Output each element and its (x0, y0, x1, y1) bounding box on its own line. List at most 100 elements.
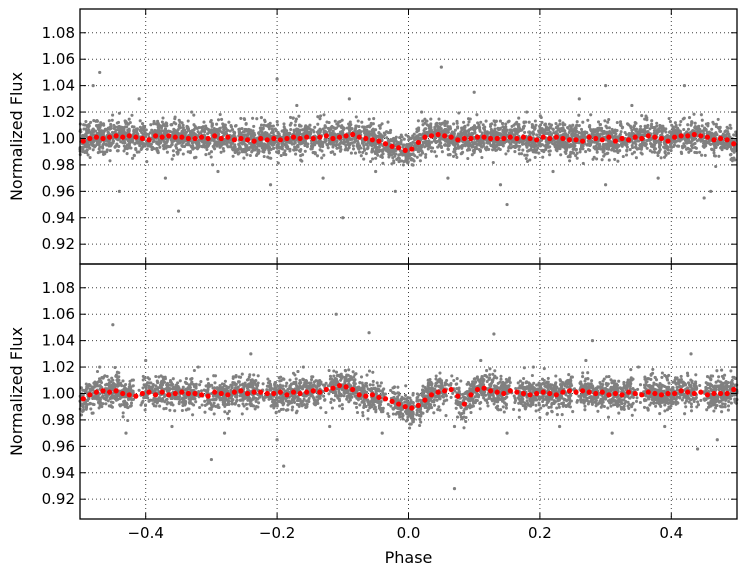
top-binned-point (566, 137, 573, 143)
top-raw-point (325, 143, 330, 147)
top-raw-point (334, 126, 339, 130)
top-binned-point (120, 134, 126, 140)
top-raw-point (478, 125, 482, 129)
top-raw-point (255, 145, 259, 150)
top-binned-point (606, 134, 612, 140)
top-raw-point (132, 154, 136, 158)
top-raw-point (456, 125, 460, 129)
top-raw-point (259, 116, 263, 120)
top-raw-point (160, 120, 164, 124)
top-raw-point (603, 152, 607, 156)
top-raw-point (176, 148, 180, 152)
top-outlier-point (117, 189, 122, 193)
top-raw-point (101, 146, 105, 150)
top-raw-point (108, 159, 112, 163)
top-raw-point (455, 155, 459, 159)
top-raw-point (467, 120, 471, 124)
bottom-raw-point (517, 408, 521, 412)
top-binned-point (599, 137, 605, 143)
top-raw-point (452, 122, 456, 126)
top-raw-point (82, 123, 86, 127)
top-raw-point (624, 153, 629, 157)
top-raw-point (685, 130, 689, 134)
top-raw-point (174, 122, 178, 126)
top-raw-point (535, 133, 539, 137)
top-binned-point (560, 135, 566, 142)
top-raw-point (110, 118, 114, 122)
top-raw-point (650, 150, 654, 154)
top-raw-point (275, 123, 280, 127)
top-binned-point (297, 135, 303, 142)
top-raw-point (447, 127, 451, 131)
top-raw-point (581, 161, 585, 165)
top-raw-point (558, 122, 562, 126)
top-raw-point (387, 139, 391, 143)
top-raw-point (489, 122, 493, 127)
top-raw-point (482, 126, 486, 130)
top-raw-point (559, 127, 563, 131)
top-raw-point (667, 116, 671, 121)
top-binned-point (212, 133, 218, 139)
top-raw-point (137, 150, 141, 154)
top-raw-point (669, 145, 673, 149)
top-raw-point (440, 121, 444, 125)
top-raw-point (331, 129, 335, 133)
top-raw-point (370, 150, 374, 154)
top-raw-point (701, 129, 705, 133)
top-raw-point (127, 117, 131, 121)
top-raw-point (401, 145, 405, 149)
top-outlier-point (446, 176, 450, 180)
top-raw-point (402, 137, 406, 141)
top-outlier-point (308, 123, 312, 127)
top-raw-point (709, 142, 713, 146)
top-raw-point (218, 112, 222, 117)
top-raw-point (650, 119, 654, 123)
top-raw-point (399, 149, 403, 153)
top-raw-point (207, 152, 211, 156)
top-raw-point (643, 130, 647, 134)
top-raw-point (320, 156, 324, 160)
top-raw-point (608, 139, 612, 143)
top-raw-point (361, 125, 365, 129)
top-raw-point (276, 161, 280, 165)
top-raw-point (371, 157, 375, 161)
top-raw-point (625, 149, 629, 153)
top-raw-point (607, 142, 611, 146)
top-raw-point (252, 135, 256, 140)
top-raw-point (575, 120, 579, 124)
top-raw-point (512, 145, 516, 149)
top-raw-point (491, 160, 495, 165)
top-raw-point (581, 120, 585, 124)
top-raw-point (546, 131, 550, 136)
top-raw-point (453, 143, 457, 147)
top-raw-point (202, 143, 206, 147)
top-raw-point (493, 144, 497, 148)
top-raw-point (556, 124, 560, 128)
top-raw-point (156, 121, 160, 126)
top-raw-point (436, 145, 440, 149)
top-binned-point (389, 143, 395, 150)
top-raw-point (130, 113, 134, 117)
top-raw-point (217, 127, 221, 131)
top-raw-point (615, 128, 619, 133)
top-raw-point (589, 128, 593, 132)
top-raw-point (538, 133, 542, 137)
top-raw-point (288, 115, 293, 119)
top-raw-point (233, 143, 237, 147)
top-raw-point (559, 153, 563, 157)
top-raw-point (158, 145, 162, 149)
top-raw-point (209, 155, 213, 159)
top-raw-point (220, 117, 224, 121)
top-raw-point (214, 130, 218, 134)
top-raw-point (708, 131, 712, 135)
top-raw-point (356, 119, 360, 123)
top-raw-point (472, 124, 477, 128)
top-raw-point (92, 130, 96, 134)
top-raw-point (616, 159, 620, 163)
top-raw-point (105, 148, 109, 152)
top-raw-point (563, 140, 567, 144)
top-raw-point (415, 155, 419, 159)
top-raw-point (521, 125, 525, 129)
top-raw-point (606, 120, 610, 124)
